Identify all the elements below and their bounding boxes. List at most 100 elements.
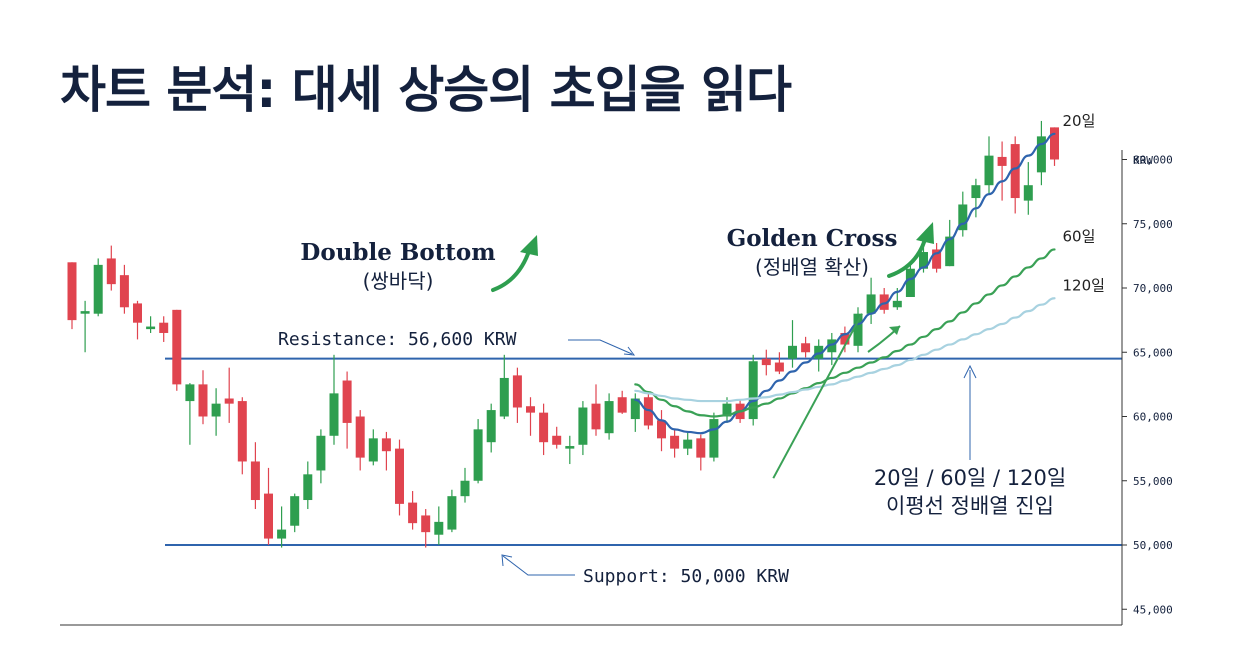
double-bottom-arrow-head <box>520 235 538 256</box>
candle-up <box>565 435 575 465</box>
candle-up <box>434 506 444 545</box>
golden-cross-label: Golden Cross <box>727 225 898 252</box>
candle-body <box>683 439 693 449</box>
moving-averages: 20일 60일 120일 <box>634 112 1105 479</box>
candle-up <box>146 316 156 333</box>
candle-down <box>774 352 784 375</box>
candle-body <box>447 496 457 530</box>
candle-up <box>866 277 876 324</box>
candle-up <box>945 219 955 267</box>
candle-down <box>801 336 811 358</box>
candle-up <box>604 393 614 440</box>
candle-body <box>421 515 431 533</box>
candle-up <box>827 332 837 366</box>
support-label: Support: 50,000 KRW <box>583 566 789 587</box>
y-tick-label: 45,000 <box>1133 603 1173 616</box>
candle-body <box>1023 185 1033 201</box>
double-bottom-arrow <box>491 246 532 292</box>
candle-body <box>722 403 732 417</box>
y-tick-label: 55,000 <box>1133 475 1173 488</box>
candle-body <box>696 438 706 458</box>
ma120-line <box>634 297 1056 403</box>
candle-body <box>945 236 955 267</box>
candle-up <box>683 431 693 456</box>
golden-cross-trend-line <box>772 313 863 479</box>
candle-body <box>434 521 444 535</box>
candle-down <box>643 393 653 430</box>
candle-up <box>185 383 195 445</box>
candle-body <box>526 406 535 413</box>
candle-up <box>788 320 797 368</box>
candle-body <box>997 156 1007 166</box>
candle-body <box>133 303 142 323</box>
candle-body <box>80 311 90 314</box>
candle-up <box>211 388 221 436</box>
candle-body <box>486 410 496 443</box>
ma60-label: 60일 <box>1063 227 1096 245</box>
candle-body <box>709 419 719 458</box>
candle-up <box>971 178 981 218</box>
y-tick-label: 80,000 <box>1133 154 1173 167</box>
candle-up <box>460 467 470 503</box>
resistance-label: Resistance: 56,600 KRW <box>278 329 517 350</box>
candle-body <box>827 339 837 353</box>
candle-body <box>984 155 994 186</box>
golden-cross-pointer-head <box>889 326 900 335</box>
candle-body <box>643 397 653 426</box>
y-tick-label: 70,000 <box>1133 282 1173 295</box>
candle-up <box>499 354 509 420</box>
candle-down <box>159 316 169 342</box>
resistance-pointer <box>568 339 633 355</box>
candle-body <box>460 480 470 497</box>
candle-body <box>971 185 981 199</box>
y-axis-unit: KRW <box>1133 154 1153 167</box>
candle-body <box>774 362 784 372</box>
candle-body <box>146 326 156 330</box>
candle-body <box>172 309 182 385</box>
candles <box>67 120 1059 548</box>
candle-down <box>421 509 431 548</box>
candle-up <box>1036 120 1046 186</box>
candle-body <box>578 407 588 445</box>
candle-down <box>119 264 129 314</box>
candle-down <box>172 309 182 391</box>
candle-body <box>198 384 208 417</box>
double-bottom-label: Double Bottom <box>300 239 495 266</box>
candle-body <box>919 252 928 269</box>
annotations: Double Bottom (쌍바닥) Golden Cross (정배열 확산) 20… <box>278 222 1066 587</box>
candle-down <box>617 390 627 414</box>
ma-alignment-pointer-head <box>963 364 977 379</box>
candle-body <box>670 435 680 449</box>
candle-body <box>853 313 863 346</box>
double-bottom-sublabel: (쌍바닥) <box>363 269 434 293</box>
candle-body <box>381 438 391 452</box>
candle-body <box>512 375 522 408</box>
ma-alignment-label: 20일 / 60일 / 120일 <box>874 466 1066 490</box>
y-tick-label: 65,000 <box>1133 346 1173 359</box>
candle-body <box>211 403 221 417</box>
candle-body <box>604 401 614 434</box>
candle-up <box>447 489 457 533</box>
support-pointer-head <box>501 554 513 567</box>
candle-up <box>748 354 758 426</box>
candle-down <box>381 431 391 471</box>
candle-body <box>224 398 234 404</box>
candle-body <box>264 493 273 539</box>
candle-down <box>1010 136 1020 214</box>
candle-body <box>892 300 902 308</box>
candle-down <box>133 300 142 340</box>
candle-body <box>499 377 509 417</box>
candle-down <box>67 262 77 330</box>
candle-body <box>316 435 326 471</box>
resistance-pointer-head <box>623 346 636 356</box>
candle-body <box>277 529 287 539</box>
candle-down <box>591 384 601 436</box>
candle-up <box>1023 162 1033 215</box>
candle-down <box>395 439 404 516</box>
y-tick-label: 50,000 <box>1133 539 1173 552</box>
candle-body <box>408 502 418 524</box>
candle-up <box>316 429 326 484</box>
candle-body <box>958 204 968 231</box>
candle-down <box>355 410 365 471</box>
